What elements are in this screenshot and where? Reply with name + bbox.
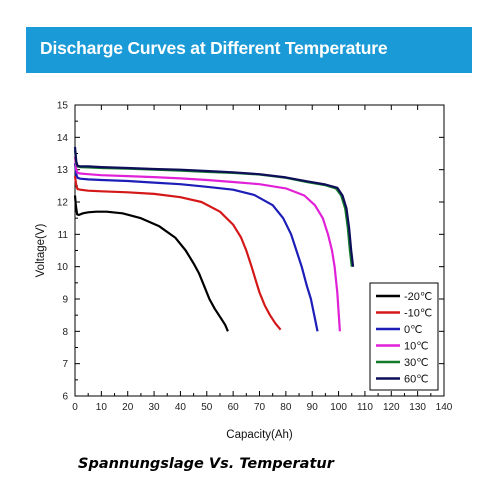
y-tick-label: 6 bbox=[62, 392, 68, 403]
y-tick-label: 13 bbox=[57, 165, 69, 176]
legend-label: 10℃ bbox=[404, 341, 429, 353]
legend-label: -20℃ bbox=[404, 291, 432, 303]
y-tick-label: 12 bbox=[57, 198, 69, 209]
y-tick-label: 8 bbox=[62, 327, 68, 338]
legend-label: 30℃ bbox=[404, 357, 429, 369]
x-tick-label: 90 bbox=[307, 402, 319, 413]
series-line-0 bbox=[73, 195, 229, 332]
x-tick-label: 50 bbox=[201, 402, 213, 413]
y-tick-label: 11 bbox=[58, 230, 69, 241]
y-tick-label: 14 bbox=[57, 133, 69, 144]
series-line-3 bbox=[73, 156, 341, 332]
x-tick-label: 0 bbox=[72, 402, 78, 413]
x-tick-label: 20 bbox=[122, 402, 134, 413]
y-tick-label: 9 bbox=[62, 295, 68, 306]
series-line-2 bbox=[73, 163, 319, 332]
chart-caption: Spannungslage Vs. Temperatur bbox=[78, 456, 334, 472]
x-tick-label: 10 bbox=[96, 402, 108, 413]
x-tick-label: 40 bbox=[175, 402, 187, 413]
x-tick-label: 100 bbox=[330, 402, 347, 413]
x-tick-label: 130 bbox=[409, 402, 426, 413]
series-line-5 bbox=[73, 146, 355, 267]
x-tick-label: 30 bbox=[149, 402, 161, 413]
y-tick-label: 15 bbox=[57, 101, 69, 112]
series-line-1 bbox=[73, 175, 282, 331]
legend-label: 0℃ bbox=[404, 324, 422, 336]
x-axis-title: Capacity(Ah) bbox=[226, 429, 293, 441]
x-tick-label: 80 bbox=[280, 402, 292, 413]
legend-box bbox=[369, 282, 439, 391]
x-tick-label: 110 bbox=[357, 402, 373, 413]
y-tick-label: 10 bbox=[57, 262, 69, 273]
x-tick-label: 140 bbox=[436, 402, 453, 413]
legend-label: 60℃ bbox=[404, 374, 429, 386]
x-tick-label: 70 bbox=[254, 402, 266, 413]
chart-banner: Discharge Curves at Different Temperatur… bbox=[26, 27, 472, 73]
y-tick-label: 7 bbox=[62, 359, 68, 370]
chart-title: Discharge Curves at Different Temperatur… bbox=[40, 38, 388, 58]
y-axis-title: Voltage(V) bbox=[35, 223, 47, 277]
x-tick-label: 60 bbox=[228, 402, 240, 413]
legend-label: -10℃ bbox=[404, 308, 432, 320]
x-tick-label: 120 bbox=[383, 402, 400, 413]
